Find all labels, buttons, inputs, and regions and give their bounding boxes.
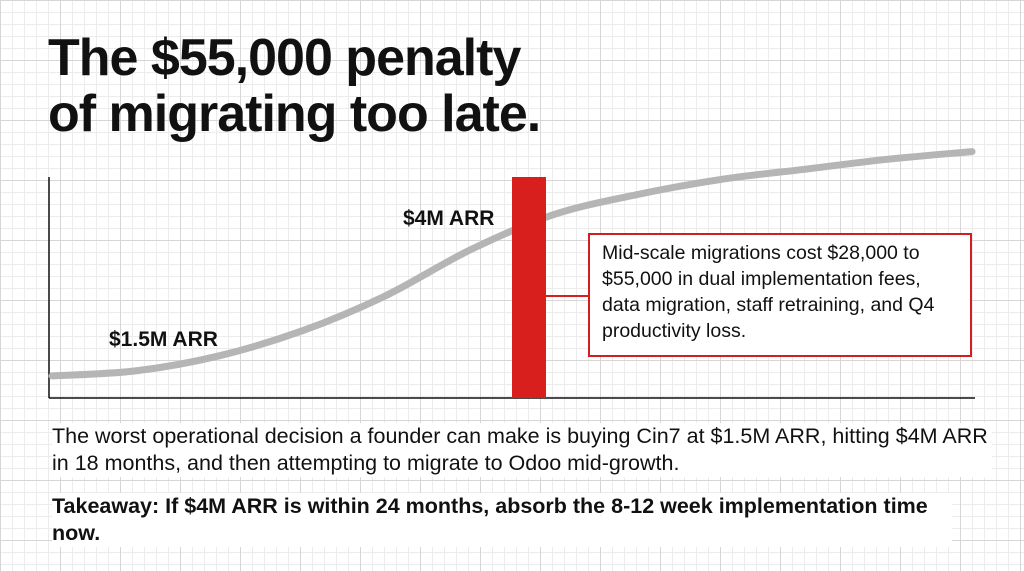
callout-box: Mid-scale migrations cost $28,000 to $55… bbox=[588, 233, 972, 357]
takeaway-text: Takeaway: If $4M ARR is within 24 months… bbox=[52, 493, 952, 547]
title-line-2: of migrating too late. bbox=[48, 85, 541, 143]
title-line-1: The $55,000 penalty bbox=[48, 29, 521, 87]
callout-text: Mid-scale migrations cost $28,000 to $55… bbox=[602, 242, 935, 342]
slide-title: The $55,000 penalty of migrating too lat… bbox=[48, 29, 541, 143]
migration-point-bar bbox=[512, 177, 546, 398]
label-4m-arr: $4M ARR bbox=[403, 207, 494, 230]
body-paragraph: The worst operational decision a founder… bbox=[52, 423, 992, 477]
label-1-5m-arr: $1.5M ARR bbox=[109, 328, 218, 351]
